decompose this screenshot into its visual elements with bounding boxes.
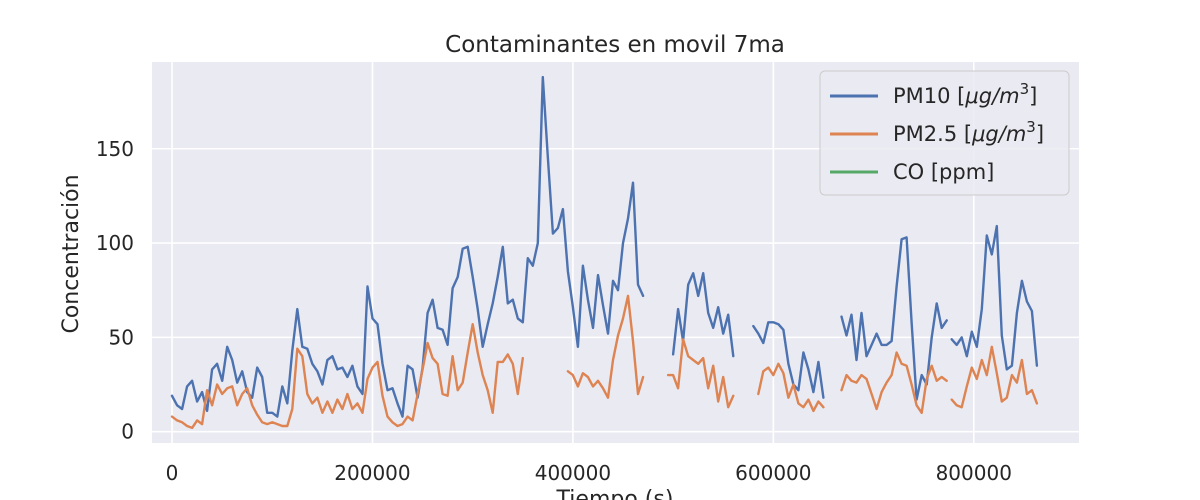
series-line-pm2-5 xyxy=(950,345,1039,409)
legend-label: CO [ppm] xyxy=(893,160,994,184)
x-tick-label: 800000 xyxy=(936,461,1012,485)
y-tick-label: 150 xyxy=(96,137,134,161)
series-line-pm10 xyxy=(752,321,825,399)
series-line-pm2-5 xyxy=(840,351,948,414)
chart-title: Contaminantes en movil 7ma xyxy=(445,32,785,58)
y-tick-label: 100 xyxy=(96,231,134,255)
x-tick-label: 200000 xyxy=(334,461,410,485)
y-tick-labels: 0 50 100 150 xyxy=(96,137,134,444)
x-tick-label: 400000 xyxy=(535,461,611,485)
series-line-pm10 xyxy=(840,236,948,401)
series-line-pm2-5 xyxy=(566,294,645,399)
x-tick-label: 600000 xyxy=(735,461,811,485)
legend-box xyxy=(819,70,1070,196)
legend-label: PM10 [μg/m3] xyxy=(893,80,1037,108)
legend: PM10 [μg/m3] PM2.5 [μg/m3] CO [ppm] xyxy=(819,70,1070,196)
series-line-pm2-5 xyxy=(170,323,524,430)
y-tick-label: 0 xyxy=(121,420,134,444)
series-line-pm2-5 xyxy=(757,362,825,413)
x-tick-label: 0 xyxy=(166,461,179,485)
y-tick-label: 50 xyxy=(109,325,134,349)
y-axis-title: Concentración xyxy=(59,174,84,333)
x-axis-title: Tiempo (s) xyxy=(556,487,674,500)
x-tick-labels: 0 200000 400000 600000 800000 xyxy=(166,461,1012,485)
series-lines xyxy=(170,75,1039,430)
series-line-pm10 xyxy=(950,224,1039,371)
legend-label: PM2.5 [μg/m3] xyxy=(893,118,1044,146)
series-line-pm2-5 xyxy=(666,338,735,409)
